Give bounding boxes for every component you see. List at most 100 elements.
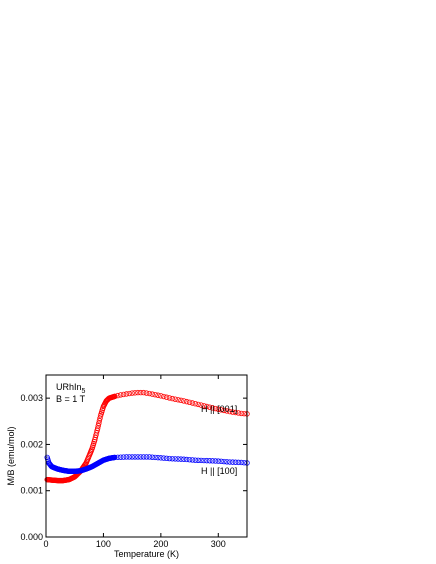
data-point [186,457,193,463]
data-point [221,458,227,465]
data-point [161,393,167,400]
data-point [138,389,144,396]
data-point [169,395,176,402]
x-axis-ticks: 0 100 200 300 [43,375,226,549]
data-point [241,460,247,466]
data-point [166,455,173,462]
data-point [212,458,219,464]
data-point [189,457,196,463]
data-point [235,459,242,466]
y-tick-label: 0.003 [20,393,43,403]
data-point [215,406,221,412]
data-point [178,456,184,462]
data-point [204,403,210,410]
data-point [224,459,230,465]
data-point [126,454,132,460]
data-point [227,459,233,465]
data-point [195,457,201,463]
data-point [138,454,144,460]
series-label-001: H || [001] [201,404,237,414]
field-annotation: B = 1 T [56,394,86,404]
data-point [115,454,121,460]
data-point [166,395,173,401]
data-point [235,410,242,416]
data-point [178,397,184,404]
data-point [183,398,190,405]
data-point [238,459,244,466]
data-point [238,410,244,417]
series-1 [44,454,250,474]
data-point [112,454,118,461]
series-0 [44,389,250,484]
data-point [129,390,135,396]
plot-frame [45,374,248,538]
data-point [218,458,224,465]
data-point [161,455,167,461]
data-point [206,458,213,464]
data-point [158,393,164,399]
data-point [201,457,207,464]
data-point [158,455,164,461]
data-layer [44,389,250,484]
data-point [112,393,118,399]
x-tick-label: 100 [96,539,111,549]
data-point [149,391,155,397]
data-point [146,454,153,460]
data-point [172,396,178,402]
data-point [212,405,219,412]
data-point [186,399,193,406]
compound-subscript: 5 [82,388,86,395]
data-point [123,391,130,397]
data-point [94,425,101,431]
data-point [155,392,161,398]
data-point [117,392,124,398]
data-point [140,454,147,460]
compound-name: URhIn [56,382,82,392]
x-axis-title: Temperature (K) [114,549,179,559]
data-point [155,454,161,461]
x-tick-label: 300 [211,539,226,549]
data-point [232,459,239,465]
data-point [172,456,178,462]
data-point [229,459,236,465]
y-tick-label: 0.000 [20,532,43,542]
data-point [201,403,207,409]
data-point [175,397,181,403]
data-point [232,409,239,416]
data-point [94,427,100,434]
data-point [96,420,102,426]
data-point [198,457,204,464]
data-point [229,409,236,415]
data-point [215,458,221,464]
data-point [149,454,155,460]
data-point [192,400,199,407]
data-point [221,407,227,414]
data-point [132,390,138,396]
data-point [129,454,135,460]
y-axis-ticks: 0.000 0.001 0.002 0.003 [20,393,247,542]
data-point [163,455,170,462]
data-point [95,423,101,429]
data-point [189,400,196,406]
data-point [163,394,170,400]
data-point [143,454,150,460]
data-point [169,456,176,462]
data-point [140,389,147,396]
data-point [209,458,216,464]
data-point [224,408,230,414]
data-point [120,454,127,460]
y-tick-label: 0.002 [20,439,43,449]
data-point [132,454,138,460]
data-point [227,408,233,415]
data-point [206,404,213,410]
data-point [126,390,132,397]
data-point [115,392,121,399]
data-point [192,457,199,463]
data-point [241,410,247,417]
x-tick-label: 0 [43,539,48,549]
data-point [96,418,103,424]
data-point [183,456,190,463]
data-point [181,456,187,462]
data-point [117,454,124,460]
